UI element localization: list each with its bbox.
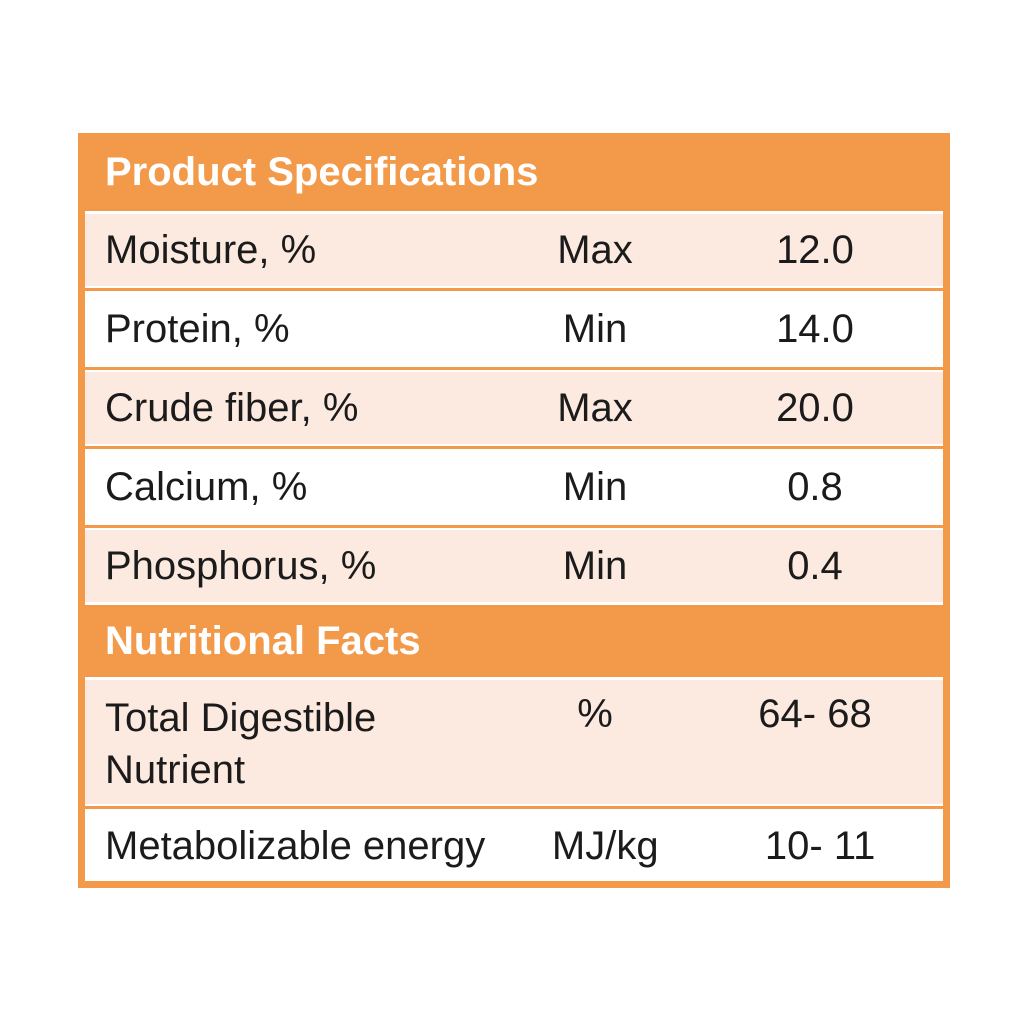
divider: [85, 367, 943, 370]
row-value: 64- 68: [758, 692, 872, 736]
row-value: 10- 11: [764, 823, 876, 868]
table-row-metabolizable-energy: Metabolizable energy MJ/kg 10- 11: [85, 811, 943, 881]
row-label: Phosphorus, %: [105, 544, 377, 588]
row-limit: Min: [562, 543, 628, 588]
section-header-product-specifications: Product Specifications: [85, 133, 943, 211]
row-value: 0.8: [787, 464, 843, 509]
row-label: Moisture, %: [105, 228, 317, 272]
row-label: Total Digestible Nutrient: [105, 696, 377, 792]
divider: [85, 602, 943, 605]
row-limit: %: [577, 692, 613, 736]
row-label: Metabolizable energy: [105, 824, 486, 868]
table-row-phosphorus: Phosphorus, % Min 0.4: [85, 530, 943, 602]
table-row-moisture: Moisture, % Max 12.0: [85, 214, 943, 286]
table-row-crude-fiber: Crude fiber, % Max 20.0: [85, 372, 943, 444]
row-limit: MJ/kg: [551, 823, 659, 868]
product-spec-table: Product Specifications Moisture, % Max 1…: [78, 133, 950, 888]
row-value: 0.4: [787, 543, 843, 588]
row-limit: Min: [562, 306, 628, 351]
table-row-protein: Protein, % Min 14.0: [85, 293, 943, 365]
row-value: 20.0: [776, 385, 854, 430]
row-limit: Max: [557, 227, 633, 272]
table-row-calcium: Calcium, % Min 0.8: [85, 451, 943, 523]
row-value: 14.0: [776, 306, 854, 351]
row-limit: Max: [557, 385, 633, 430]
divider: [85, 525, 943, 528]
row-value: 12.0: [776, 227, 854, 272]
row-label: Calcium, %: [105, 465, 308, 509]
divider: [85, 288, 943, 291]
row-label: Protein, %: [105, 307, 290, 351]
table-row-total-digestible-nutrient: Total Digestible Nutrient % 64- 68: [85, 680, 943, 804]
divider: [85, 446, 943, 449]
row-limit: Min: [562, 464, 628, 509]
divider: [85, 677, 943, 680]
section-header-nutritional-facts: Nutritional Facts: [85, 605, 943, 677]
divider: [85, 806, 943, 809]
row-label: Crude fiber, %: [105, 386, 359, 430]
divider: [85, 211, 943, 214]
